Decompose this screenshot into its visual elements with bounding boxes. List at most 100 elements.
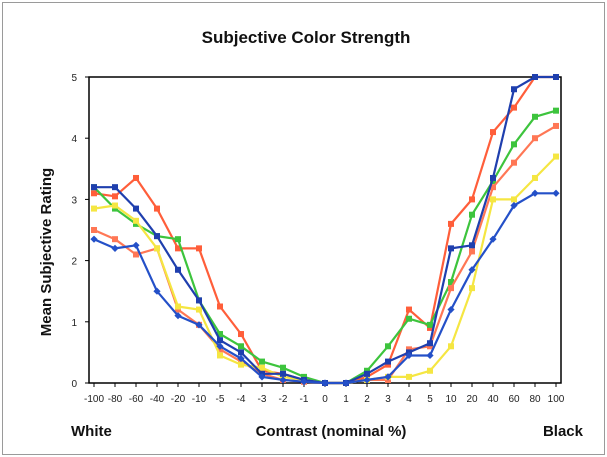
y-tick-label: 2 bbox=[71, 257, 77, 268]
x-tick-label: 60 bbox=[508, 394, 520, 405]
data-point bbox=[489, 235, 497, 243]
data-point bbox=[553, 153, 559, 160]
data-point bbox=[196, 297, 202, 304]
data-point bbox=[427, 324, 433, 331]
x-tick-label: -2 bbox=[279, 394, 288, 405]
data-point bbox=[385, 343, 391, 350]
data-point bbox=[448, 279, 454, 286]
data-point bbox=[532, 74, 538, 80]
data-point bbox=[364, 370, 370, 377]
data-point bbox=[448, 245, 454, 252]
data-point bbox=[385, 361, 391, 368]
data-point bbox=[511, 159, 517, 166]
data-point bbox=[112, 202, 118, 209]
data-point bbox=[532, 135, 538, 142]
data-point bbox=[406, 315, 412, 322]
chart-title: Subjective Color Strength bbox=[202, 28, 411, 47]
data-point bbox=[511, 196, 517, 203]
data-point bbox=[90, 235, 98, 243]
data-point bbox=[385, 358, 391, 365]
data-point bbox=[552, 189, 560, 197]
data-point bbox=[364, 367, 370, 374]
y-tick-label: 4 bbox=[71, 134, 77, 145]
data-point bbox=[511, 104, 517, 111]
data-point bbox=[279, 376, 287, 384]
left-end-label: White bbox=[71, 423, 112, 440]
x-tick-label: -5 bbox=[216, 394, 225, 405]
data-point bbox=[91, 190, 97, 197]
x-tick-label: -40 bbox=[150, 394, 165, 405]
data-point bbox=[384, 373, 392, 381]
data-point bbox=[132, 241, 140, 249]
data-point bbox=[531, 189, 539, 197]
data-point bbox=[426, 351, 434, 360]
data-point bbox=[427, 367, 433, 374]
series-6 bbox=[90, 189, 560, 387]
data-point bbox=[217, 303, 223, 310]
data-point bbox=[448, 285, 454, 292]
data-point bbox=[237, 354, 245, 363]
data-point bbox=[111, 244, 119, 252]
x-tick-label: -80 bbox=[108, 394, 123, 405]
data-point bbox=[469, 196, 475, 203]
y-tick-label: 3 bbox=[71, 195, 77, 206]
y-tick-label: 0 bbox=[71, 379, 77, 390]
data-point bbox=[133, 251, 139, 258]
data-point bbox=[259, 358, 265, 365]
data-point bbox=[133, 174, 139, 181]
series-layer bbox=[90, 74, 560, 387]
data-point bbox=[510, 201, 518, 210]
data-point bbox=[175, 266, 181, 273]
data-point bbox=[553, 122, 559, 129]
data-point bbox=[406, 306, 412, 313]
x-tick-label: -4 bbox=[237, 394, 246, 405]
x-tick-label: 1 bbox=[343, 394, 349, 405]
data-point bbox=[448, 220, 454, 227]
x-tick-label: 80 bbox=[529, 394, 541, 405]
data-point bbox=[153, 287, 161, 295]
data-point bbox=[427, 340, 433, 347]
data-point bbox=[258, 373, 266, 381]
data-point bbox=[532, 113, 538, 120]
x-axis-label: Contrast (nominal %) bbox=[256, 423, 407, 440]
data-point bbox=[112, 205, 118, 212]
data-point bbox=[238, 349, 244, 356]
x-tick-label: 5 bbox=[427, 394, 433, 405]
plot-area bbox=[88, 76, 562, 384]
data-point bbox=[321, 379, 329, 387]
data-point bbox=[280, 370, 286, 377]
data-point bbox=[217, 331, 223, 338]
line-chart: Subjective Color Strength Mean Subjectiv… bbox=[38, 28, 584, 440]
data-point bbox=[238, 361, 244, 368]
data-point bbox=[469, 285, 475, 292]
x-tick-label: 4 bbox=[406, 394, 412, 405]
y-ticks: 0 1 2 3 4 5 bbox=[71, 73, 89, 390]
data-point bbox=[196, 306, 202, 313]
right-end-label: Black bbox=[543, 423, 584, 440]
data-point bbox=[301, 373, 307, 380]
data-point bbox=[133, 217, 139, 224]
x-tick-label: -100 bbox=[84, 394, 104, 405]
data-point bbox=[469, 242, 475, 249]
data-point bbox=[280, 364, 286, 371]
data-point bbox=[238, 343, 244, 350]
data-point bbox=[174, 312, 182, 320]
data-point bbox=[154, 245, 160, 252]
data-point bbox=[133, 220, 139, 227]
data-point bbox=[216, 342, 224, 350]
data-point bbox=[427, 343, 433, 350]
data-point bbox=[112, 236, 118, 243]
y-tick-label: 5 bbox=[71, 73, 77, 84]
y-axis-label: Mean Subjective Rating bbox=[38, 168, 55, 336]
data-point bbox=[238, 331, 244, 338]
x-tick-label: -1 bbox=[300, 394, 309, 405]
data-point bbox=[91, 227, 97, 233]
data-point bbox=[154, 205, 160, 212]
data-point bbox=[342, 379, 350, 387]
data-point bbox=[195, 321, 203, 329]
data-point bbox=[511, 86, 517, 93]
data-point bbox=[532, 174, 538, 181]
x-tick-label: 20 bbox=[466, 394, 478, 405]
data-point bbox=[490, 196, 496, 203]
